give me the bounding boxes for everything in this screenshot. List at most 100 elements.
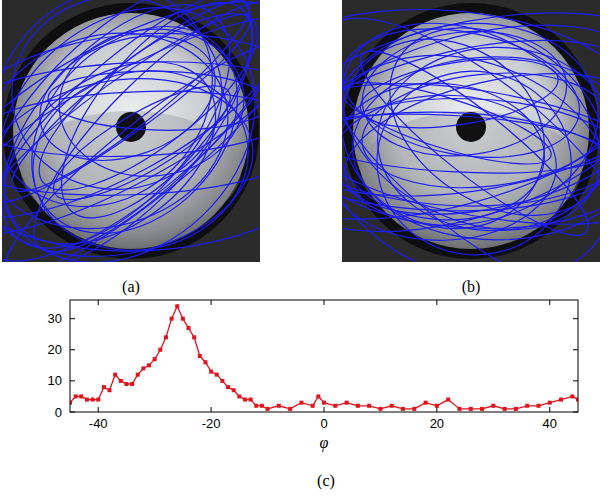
- x-tick-label: 40: [543, 416, 557, 431]
- fitted-curve: [366, 60, 582, 262]
- data-point: [412, 407, 416, 411]
- data-point: [91, 398, 95, 402]
- fitted-curve: [342, 0, 600, 262]
- data-point: [316, 394, 320, 398]
- data-point: [333, 404, 337, 408]
- data-point: [158, 348, 162, 352]
- data-point: [514, 407, 518, 411]
- x-tick: [549, 407, 550, 412]
- data-point: [226, 385, 230, 389]
- y-tick: [70, 349, 75, 350]
- fitted-curve: [2, 0, 260, 221]
- fitted-curve: [342, 0, 600, 222]
- x-tick: [98, 300, 99, 305]
- data-point: [446, 398, 450, 402]
- y-tick: [573, 380, 578, 381]
- y-tick: [573, 349, 578, 350]
- x-tick-label: -20: [202, 416, 221, 431]
- fitted-curve: [342, 5, 600, 254]
- data-point: [401, 407, 405, 411]
- data-point: [187, 326, 191, 330]
- data-point: [480, 407, 484, 411]
- data-point: [525, 404, 529, 408]
- y-tick: [70, 380, 75, 381]
- x-tick-label: 20: [430, 416, 444, 431]
- data-point: [141, 366, 145, 370]
- x-tick: [98, 407, 99, 412]
- data-point: [136, 373, 140, 377]
- fitted-curve: [2, 19, 260, 262]
- data-point: [203, 360, 207, 364]
- y-tick: [573, 318, 578, 319]
- data-point: [215, 373, 219, 377]
- data-point: [147, 363, 151, 367]
- y-tick-label: 30: [48, 311, 62, 326]
- y-tick-label: 20: [48, 342, 62, 357]
- data-point: [457, 407, 461, 411]
- fitted-curve: [342, 11, 590, 175]
- data-point: [322, 401, 326, 405]
- data-point: [220, 379, 224, 383]
- data-point: [85, 398, 89, 402]
- data-point: [108, 388, 112, 392]
- fitted-curve: [355, 21, 573, 167]
- data-point: [170, 317, 174, 321]
- fitted-curve: [342, 2, 580, 262]
- fitted-curve: [342, 0, 600, 262]
- data-point: [119, 379, 123, 383]
- data-point: [209, 370, 213, 374]
- data-line: [70, 306, 578, 409]
- data-point: [254, 404, 258, 408]
- photo-panel: [2, 0, 260, 262]
- data-point: [79, 394, 83, 398]
- data-point: [266, 407, 270, 411]
- x-tick: [324, 407, 325, 412]
- fitted-curve: [4, 0, 260, 262]
- data-point: [503, 407, 507, 411]
- data-point: [232, 388, 236, 392]
- data-point: [491, 404, 495, 408]
- panel-label: (a): [122, 278, 140, 296]
- panel-label: (b): [462, 278, 481, 296]
- x-tick: [211, 300, 212, 305]
- x-tick-label: 0: [320, 416, 327, 431]
- fitted-curve: [342, 0, 600, 262]
- data-point: [367, 404, 371, 408]
- x-axis-title: φ: [320, 434, 329, 452]
- fitted-curve: [2, 0, 260, 262]
- data-point: [277, 404, 281, 408]
- data-point: [243, 398, 247, 402]
- y-tick: [70, 318, 75, 319]
- data-point: [548, 401, 552, 405]
- data-point: [113, 373, 117, 377]
- fitted-curve: [15, 50, 260, 262]
- fitted-curve: [2, 0, 260, 262]
- data-point: [288, 407, 292, 411]
- fitted-curve: [342, 59, 600, 249]
- fitted-curve: [2, 0, 260, 262]
- data-point: [299, 401, 303, 405]
- data-point: [469, 407, 473, 411]
- data-point: [164, 335, 168, 339]
- y-tick-label: 0: [55, 405, 62, 420]
- data-point: [192, 335, 196, 339]
- plot-area: [70, 304, 578, 411]
- y-tick-label: 10: [48, 373, 62, 388]
- data-point: [536, 404, 540, 408]
- x-tick-label: -40: [89, 416, 108, 431]
- data-point: [356, 404, 360, 408]
- data-point: [96, 398, 100, 402]
- fitted-curve: [355, 0, 600, 254]
- figure: (a)(b)-40-20020400102030φ(c): [0, 0, 611, 496]
- x-tick: [436, 300, 437, 305]
- data-point: [130, 382, 134, 386]
- plot-frame: [70, 300, 578, 412]
- fitted-curve: [342, 49, 600, 240]
- fitted-curve: [2, 0, 257, 251]
- data-point: [181, 317, 185, 321]
- data-point: [74, 394, 78, 398]
- data-point: [153, 357, 157, 361]
- fitted-curve: [53, 21, 250, 184]
- fitted-curve: [2, 0, 260, 262]
- fitted-curve: [2, 0, 260, 262]
